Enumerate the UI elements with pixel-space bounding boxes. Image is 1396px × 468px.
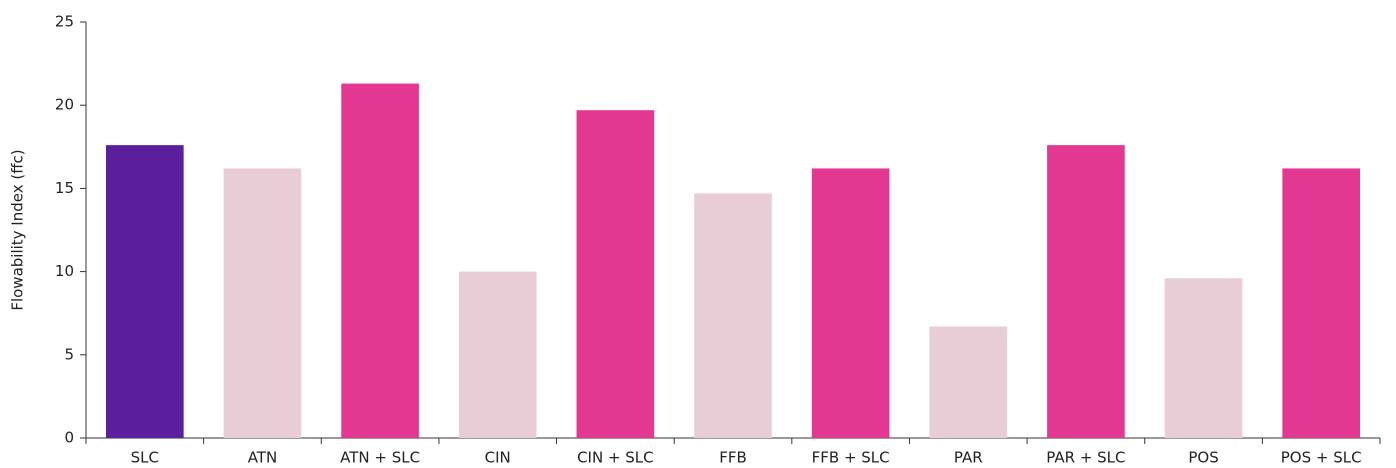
y-tick-label: 25 — [55, 13, 74, 31]
x-tick-label: CIN + SLC — [577, 449, 654, 467]
bar — [458, 271, 537, 438]
bar — [929, 326, 1008, 438]
x-tick-label: FFB — [719, 449, 747, 467]
bar — [694, 193, 772, 438]
x-tick-label: ATN — [248, 449, 277, 467]
bar — [1047, 145, 1125, 439]
bar — [1282, 168, 1361, 438]
x-tick-label: POS + SLC — [1281, 449, 1362, 467]
y-tick-label: 0 — [64, 429, 74, 447]
x-tick-label: CIN — [485, 449, 511, 467]
x-tick-label: PAR — [954, 449, 983, 467]
bar — [576, 110, 655, 438]
bar — [105, 145, 184, 439]
x-tick-label: ATN + SLC — [340, 449, 420, 467]
x-tick-label: POS — [1188, 449, 1218, 467]
y-axis-label: Flowability Index (ffc) — [9, 149, 27, 310]
y-tick-label: 10 — [55, 262, 74, 280]
bar — [811, 168, 890, 438]
y-tick-label: 20 — [55, 96, 74, 114]
x-tick-label: PAR + SLC — [1046, 449, 1125, 467]
x-tick-label: SLC — [131, 449, 159, 467]
bar — [1164, 278, 1243, 438]
bar — [223, 168, 302, 438]
y-tick-label: 5 — [64, 345, 74, 363]
x-tick-label: FFB + SLC — [812, 449, 890, 467]
bar — [341, 83, 419, 439]
y-tick-label: 15 — [55, 179, 74, 197]
